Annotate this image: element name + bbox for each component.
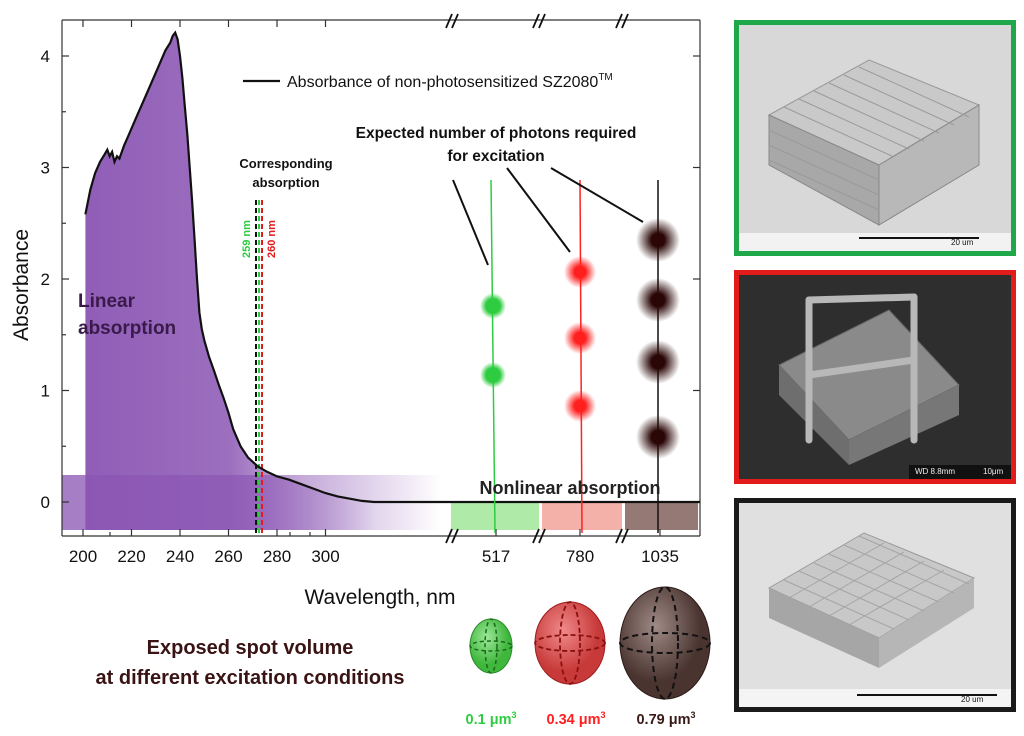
pointer-780 xyxy=(506,167,571,253)
pointer-1035 xyxy=(550,167,644,223)
sem-structure-grid-icon xyxy=(739,503,1011,707)
y-tick-label: 1 xyxy=(41,382,50,401)
photon-dot xyxy=(636,415,680,459)
linear-absorption-label-1: Linear xyxy=(78,291,136,312)
photons-label-1: Expected number of photons required xyxy=(356,125,637,142)
y-axis-title: Absorbance xyxy=(10,229,33,341)
sem-red-scale: 10μm xyxy=(983,467,1004,476)
ticks xyxy=(62,20,700,536)
x-tick-label: 260 xyxy=(214,547,242,566)
photon-dot xyxy=(564,322,596,354)
sem-black-scale: 20 um xyxy=(961,695,984,704)
x-tick-label-broken: 517 xyxy=(482,547,510,566)
x-tick-labels: 200 220 240 260 280 300 517 780 1035 xyxy=(69,547,679,566)
y-tick-label: 3 xyxy=(41,159,50,178)
x-axis-title: Wavelength, nm xyxy=(305,586,456,609)
band-1035 xyxy=(625,502,698,530)
photons-label-2: for excitation xyxy=(447,148,544,165)
sem-image-red: WD 8.8mm 10μm xyxy=(734,270,1016,484)
absorbance-chart: 200 220 240 260 280 300 517 780 1035 0 1 2 3 4 Absor… xyxy=(10,13,711,728)
corresponding-label-2: absorption xyxy=(252,175,319,190)
sem-image-green: 20 um xyxy=(734,20,1016,256)
absorbance-line xyxy=(84,30,700,504)
photon-dot xyxy=(564,390,596,422)
sem-red-scale-wd: WD 8.8mm xyxy=(915,467,955,476)
x-tick-label: 220 xyxy=(117,547,145,566)
photon-dots xyxy=(480,218,680,459)
spot-sphere-red xyxy=(534,601,606,685)
volume-red: 0.34 μm3 xyxy=(546,710,605,728)
spot-volume-title-1: Exposed spot volume xyxy=(147,637,354,659)
sem-structure-chair-icon xyxy=(739,275,1011,479)
x-tick-label: 300 xyxy=(311,547,339,566)
x-tick-label: 200 xyxy=(69,547,97,566)
sem-structure-cube-icon xyxy=(739,25,1011,251)
linear-absorption-label-2: absorption xyxy=(78,318,176,339)
sem-green-scale: 20 um xyxy=(951,238,974,247)
photon-dot xyxy=(480,293,506,319)
legend-label: Absorbance of non-photosensitized SZ2080… xyxy=(287,72,613,91)
nonlinear-absorption-label: Nonlinear absorption xyxy=(479,478,660,498)
y-tick-labels: 0 1 2 3 4 xyxy=(41,47,50,512)
photon-dot xyxy=(636,340,680,384)
x-tick-label: 280 xyxy=(263,547,291,566)
volume-green: 0.1 μm3 xyxy=(466,710,517,728)
y-tick-label: 0 xyxy=(41,493,50,512)
y-tick-label: 4 xyxy=(41,47,50,66)
column-line-780 xyxy=(579,179,583,534)
photon-dot xyxy=(636,278,680,322)
volume-dark: 0.79 μm3 xyxy=(636,710,695,728)
spot-sphere-green xyxy=(469,618,513,674)
pointer-517 xyxy=(452,179,489,266)
spot-volume-title-2: at different excitation conditions xyxy=(96,667,405,689)
photon-dot xyxy=(480,362,506,388)
photon-dot xyxy=(564,256,596,288)
linear-absorption-region xyxy=(85,32,375,530)
y-tick-label: 2 xyxy=(41,270,50,289)
spot-sphere-dark xyxy=(619,586,711,700)
column-line-517 xyxy=(490,179,496,534)
x-tick-label-broken: 1035 xyxy=(641,547,679,566)
axis-breaks xyxy=(445,13,629,544)
sem-image-black: 20 um xyxy=(734,498,1016,712)
corresponding-label-1: Corresponding xyxy=(239,156,332,171)
x-tick-label: 240 xyxy=(166,547,194,566)
x-tick-label-broken: 780 xyxy=(566,547,594,566)
label-259nm: 259 nm xyxy=(241,220,253,258)
photon-dot xyxy=(636,218,680,262)
label-260nm: 260 nm xyxy=(266,220,278,258)
axes-frame xyxy=(61,19,701,537)
